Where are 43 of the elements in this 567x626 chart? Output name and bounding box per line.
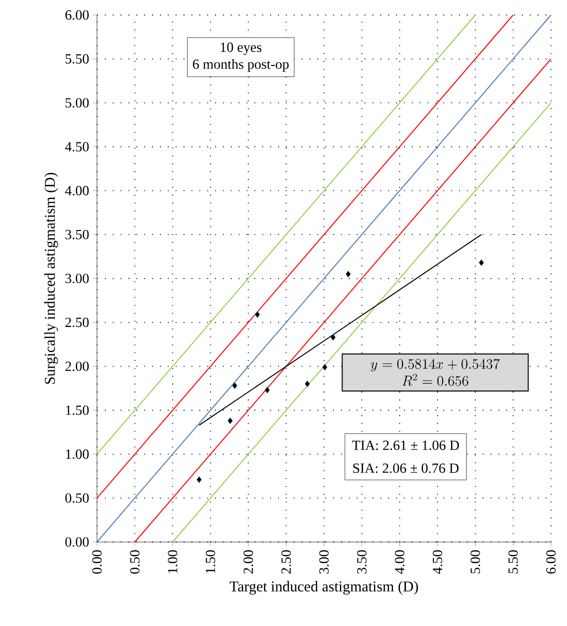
point	[330, 334, 336, 341]
point	[264, 386, 270, 394]
y-tick-label: 4.00	[65, 186, 89, 196]
x-tick-label: 4.00	[394, 550, 404, 574]
point	[232, 382, 238, 390]
y-tick-label: 1.50	[66, 406, 89, 415]
x-tick-label: 4.50	[432, 550, 442, 574]
x-tick-label: 2.50	[281, 550, 291, 574]
annotation: 10 eyes	[220, 42, 262, 55]
y-tick-label: 2.50	[65, 318, 89, 328]
x-tick-label: 5.00	[470, 550, 480, 574]
point	[346, 270, 351, 278]
point	[478, 259, 484, 266]
x-tick-label: 1.00	[168, 550, 178, 573]
point	[254, 311, 260, 318]
y-axis-title: Surgically induced astigmatism (D)	[44, 172, 58, 384]
point	[196, 476, 202, 484]
annotation: 6 months post-op	[192, 59, 289, 72]
x-tick-label: 6.00	[546, 550, 556, 574]
annotation: TIA: 2.61 ± 1.06 D	[352, 440, 459, 450]
y-tick-label: 5.00	[66, 98, 89, 108]
point	[228, 417, 233, 424]
point	[304, 380, 310, 388]
annotation: $R^{2} = 0.656$	[402, 374, 468, 386]
y-tick-label: 3.00	[65, 274, 89, 284]
y-tick-label: 0.00	[65, 537, 89, 547]
y-tick-label: 5.50	[66, 54, 89, 64]
x-tick-label: 3.00	[319, 550, 329, 574]
y-tick-label: 3.50	[65, 230, 89, 240]
x-tick-label: 3.50	[357, 550, 367, 574]
annotation: $y = 0.5814x + 0.5437$	[370, 358, 500, 372]
y-tick-label: 6.00	[65, 10, 89, 20]
y-tick-label: 4.50	[65, 142, 89, 152]
y-tick-label: 1.00	[66, 449, 89, 459]
x-tick-label: 0.50	[130, 550, 140, 574]
x-tick-label: 5.50	[508, 550, 518, 574]
y-tick-label: 0.50	[65, 493, 89, 503]
point	[322, 364, 328, 371]
y-tick-label: 2.00	[65, 362, 89, 372]
x-axis-title: Target induced astigmatism (D)	[230, 581, 418, 595]
x-tick-label: 2.00	[244, 550, 254, 574]
annotation: SIA: 2.06 ± 0.76 D	[353, 464, 459, 473]
x-tick-label: 1.50	[206, 550, 216, 573]
